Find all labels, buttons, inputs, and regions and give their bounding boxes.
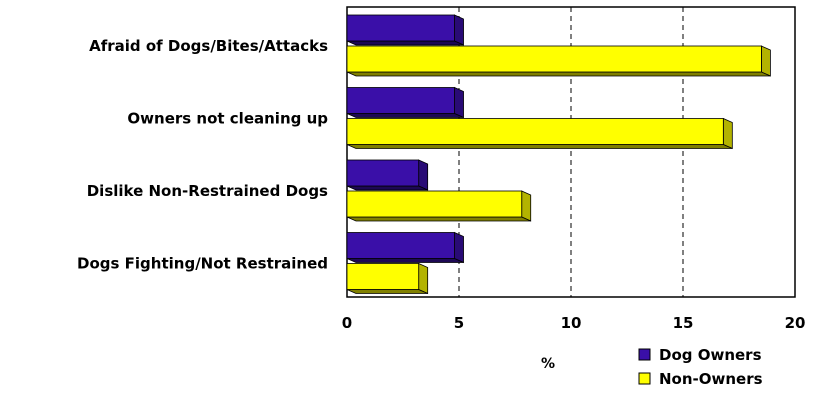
x-tick-label: 10 [561,314,582,332]
bar-bottom [346,216,531,222]
legend-swatch [638,372,651,385]
bar [346,87,455,114]
bar [346,14,455,42]
bar-bottom [346,185,428,191]
bar-side [454,86,464,119]
category-label: Dogs Fighting/Not Restrained [77,255,328,273]
x-tick-label: 15 [673,314,694,332]
bar-bottom [346,40,464,46]
bar-bottom [346,258,464,263]
bar-side [454,14,464,46]
bar-series [346,14,771,295]
category-label: Dislike Non-Restrained Dogs [87,182,328,200]
bar-side [418,262,429,295]
bar-side [521,190,532,222]
category-label: Owners not cleaning up [127,110,328,128]
x-tick-label: 0 [342,314,352,332]
bar [346,118,724,145]
bar-bottom [346,71,771,77]
bar [346,159,420,187]
bar [346,45,762,73]
category-label: Afraid of Dogs/Bites/Attacks [89,37,328,55]
bar-bottom [346,289,428,294]
bar-side [722,117,733,150]
x-tick-label: 5 [454,314,464,332]
category-labels: Afraid of Dogs/Bites/Attacks Owners not c… [77,37,328,273]
legend-label: Non-Owners [659,370,763,388]
legend-swatch [638,348,651,361]
legend: Dog Owners Non-Owners [638,346,763,388]
legend-label: Dog Owners [659,346,762,364]
bar [346,232,455,259]
bar-bottom [346,144,733,149]
bar [346,190,523,218]
bar-side [454,231,464,264]
x-tick-label: 20 [785,314,806,332]
bar-side [418,159,429,191]
bar-bottom [346,113,464,118]
x-axis-title: % [541,356,555,372]
bar [346,263,420,290]
x-axis-tick-labels: 0 5 10 15 20 [342,314,806,332]
bar-side [761,45,771,77]
